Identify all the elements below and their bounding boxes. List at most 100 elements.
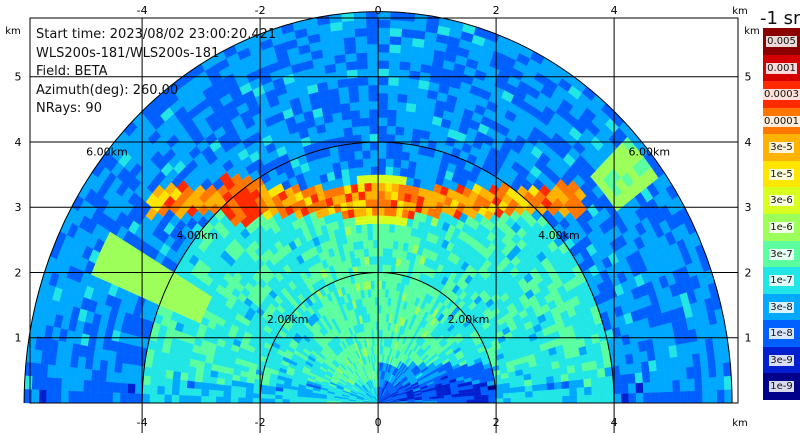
heat-cell [575,378,585,388]
heat-cell [583,378,592,388]
heat-cell [350,183,359,194]
heat-cell [68,390,77,404]
heat-cell [355,44,368,54]
x-tick-label: 2 [493,4,500,17]
heat-cell [531,384,541,392]
heat-cell [404,184,413,195]
heat-cell [657,380,666,393]
heat-cell [377,174,386,184]
heat-cell [166,361,175,372]
heat-cell [605,375,614,386]
heat-cell [383,207,391,217]
heat-cell [524,384,533,392]
heat-cell [581,361,591,372]
heat-cell [406,94,418,105]
heat-cell [347,85,359,95]
heat-cell [237,392,246,399]
heat-cell [54,365,63,379]
heat-cell [628,382,637,394]
heat-cell [186,380,195,389]
heat-cell [369,149,379,159]
heat-cell [368,101,379,110]
heat-cell [361,231,368,241]
heat-cell [387,84,399,94]
heat-cell [627,373,636,384]
heat-cell [380,321,384,330]
heat-cell [387,76,399,86]
heat-cell [368,92,379,102]
heat-cell [38,389,47,404]
heat-cell [370,166,379,175]
heat-cell [538,376,547,385]
heat-cell [333,54,346,64]
heat-cell [377,247,384,257]
heat-cell [23,389,32,404]
heat-cell [61,378,70,392]
heat-cell [371,207,379,216]
heat-cell [377,117,388,126]
heat-cell [672,379,681,392]
heat-cell [337,86,349,97]
heat-cell [401,151,411,161]
heat-cell [547,389,556,397]
heat-cell [164,394,172,404]
heat-cell [179,379,188,389]
heat-cell [347,77,359,87]
heat-cell [411,128,422,139]
heat-cell [105,381,114,393]
heat-cell [377,76,389,86]
heat-cell [569,387,578,396]
heat-cell [407,160,417,171]
colorbar-cell: 1e-6 [763,214,800,242]
heat-cell [466,399,475,404]
heat-cell [215,390,224,398]
heat-cell [208,383,217,391]
heat-cell [517,385,526,393]
heat-cell [396,200,404,210]
heat-cell [405,102,417,113]
heat-cell [545,375,555,384]
heat-cell [150,367,160,378]
heat-cell [127,373,137,385]
heat-cell [613,384,622,395]
heat-cell [366,223,373,233]
heat-cell [173,363,183,373]
heat-cell [335,70,348,81]
heat-cell [386,256,393,266]
heat-cell [68,367,78,380]
heat-cell [343,36,356,47]
heat-cell [389,27,402,37]
heat-cell [643,392,652,404]
heat-cell [350,109,361,120]
heat-cell [75,379,84,392]
heat-cell [359,207,367,217]
heat-cell [404,118,415,129]
heat-cell [366,215,373,225]
heat-cell [377,141,387,151]
heat-cell [380,329,383,339]
heat-cell [377,19,391,29]
heat-cell [363,174,372,184]
heat-cell [481,398,489,404]
heat-cell [407,86,419,97]
heat-cell [134,384,143,395]
heat-cell [209,370,219,379]
heat-cell [194,374,203,383]
heat-cell [546,382,555,391]
heat-cell [380,313,384,322]
heat-cell [539,389,548,397]
heat-cell [39,363,49,378]
heat-cell [369,264,375,273]
heat-cell [223,379,233,387]
rhi-plot: 2.00km 2.00km 4.00km 4.00km 6.00km 6.00km -4 -… [5,4,760,433]
colorbar-scale: 0.005 0.001 0.0003 0.0001 3e-5 1e-5 3e-6 1e-6 3e… [763,28,800,401]
heat-cell [252,393,261,399]
heat-cell [339,102,351,113]
heat-cell [591,385,600,395]
heat-cell [384,174,393,184]
heat-cell [370,288,375,298]
heat-cell [164,386,173,396]
heat-cell [99,359,109,372]
heat-cell [680,390,689,404]
heat-cell [366,27,379,37]
